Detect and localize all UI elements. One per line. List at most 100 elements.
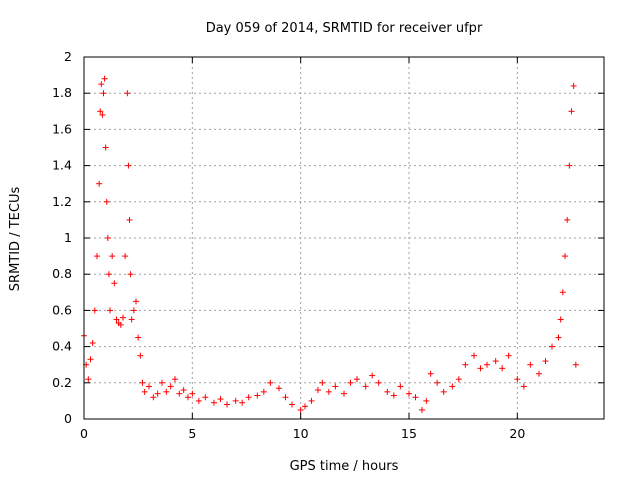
data-point [315, 387, 321, 394]
data-point [419, 406, 425, 413]
data-point [202, 394, 209, 401]
data-point [189, 390, 196, 397]
data-point [125, 162, 132, 169]
data-point [127, 271, 134, 278]
data-point [224, 401, 230, 408]
data-point [154, 390, 161, 397]
data-point [289, 401, 295, 408]
data-point [341, 390, 347, 397]
data-point [105, 271, 112, 278]
data-point [568, 108, 575, 115]
data-point [572, 361, 579, 368]
data-point [390, 392, 397, 399]
y-tick-label: 1 [64, 230, 72, 245]
x-tick-label: 10 [293, 426, 309, 441]
data-point [555, 334, 562, 341]
data-point [440, 388, 447, 395]
data-point [96, 180, 103, 187]
data-point [104, 235, 111, 241]
data-point [520, 383, 527, 390]
y-tick-label: 2 [64, 49, 72, 64]
data-point [180, 387, 187, 394]
data-point [319, 379, 326, 386]
y-tick-label: 0.6 [52, 302, 72, 317]
x-tick-label: 5 [188, 426, 196, 441]
data-point [239, 399, 246, 406]
data-point [276, 385, 282, 392]
data-point [150, 394, 157, 401]
data-point [126, 216, 133, 223]
data-point [297, 406, 304, 413]
data-point [97, 108, 104, 115]
data-point [332, 383, 339, 390]
data-point [302, 403, 308, 410]
chart-title: Day 059 of 2014, SRMTID for receiver ufp… [206, 21, 483, 36]
data-point [130, 307, 137, 314]
data-point [89, 339, 96, 346]
data-point [566, 162, 573, 169]
data-point [369, 372, 376, 379]
data-point [542, 358, 549, 365]
data-point [91, 307, 98, 314]
data-point [308, 397, 315, 404]
data-point [172, 376, 178, 383]
data-point [128, 316, 135, 323]
data-point [406, 390, 412, 397]
data-point [254, 392, 261, 399]
data-point [562, 253, 568, 260]
data-point [185, 394, 191, 401]
data-point [354, 376, 360, 383]
data-point [423, 397, 430, 404]
data-point [267, 379, 274, 386]
data-point [137, 352, 144, 359]
data-point [434, 379, 441, 386]
data-points [81, 75, 579, 413]
data-point [167, 383, 174, 390]
data-point [87, 356, 94, 363]
data-point [397, 383, 404, 390]
data-point [557, 316, 564, 323]
data-point [375, 379, 382, 386]
data-point [232, 397, 239, 404]
data-point [107, 307, 113, 314]
x-tick-label: 15 [401, 426, 417, 441]
y-tick-label: 0.4 [52, 339, 72, 354]
data-point [195, 397, 202, 404]
data-point [109, 253, 116, 260]
data-point [484, 361, 490, 368]
data-point [117, 321, 124, 328]
data-point [471, 352, 477, 359]
data-point [564, 216, 571, 223]
data-point [412, 394, 419, 401]
grid [84, 57, 604, 419]
data-point [527, 361, 534, 368]
data-point [120, 314, 126, 321]
data-point [124, 90, 131, 97]
data-point [477, 365, 484, 372]
data-point [462, 361, 469, 368]
tick-labels: 0 5 10 15 20 0 0.2 0.4 0.6 0.8 1 1.2 1.4 1.6 1.8 2 [52, 49, 525, 441]
data-point [455, 376, 462, 383]
x-axis-label: GPS time / hours [290, 459, 399, 474]
y-tick-label: 0.8 [52, 266, 72, 281]
y-tick-label: 1.2 [52, 194, 72, 209]
data-point [146, 383, 152, 390]
data-point [99, 111, 106, 118]
data-point [384, 388, 391, 395]
data-point [217, 396, 224, 403]
data-point [449, 383, 456, 390]
data-point [362, 383, 369, 390]
data-point [100, 90, 107, 97]
data-point [499, 365, 506, 372]
data-point [135, 334, 142, 341]
x-tick-label: 0 [80, 426, 88, 441]
data-point [122, 253, 129, 260]
data-point [102, 144, 109, 151]
y-tick-label: 0 [64, 411, 72, 426]
data-point [570, 82, 577, 89]
data-point [113, 316, 120, 323]
data-point [559, 289, 566, 296]
data-point [139, 379, 146, 386]
x-tick-label: 20 [509, 426, 525, 441]
